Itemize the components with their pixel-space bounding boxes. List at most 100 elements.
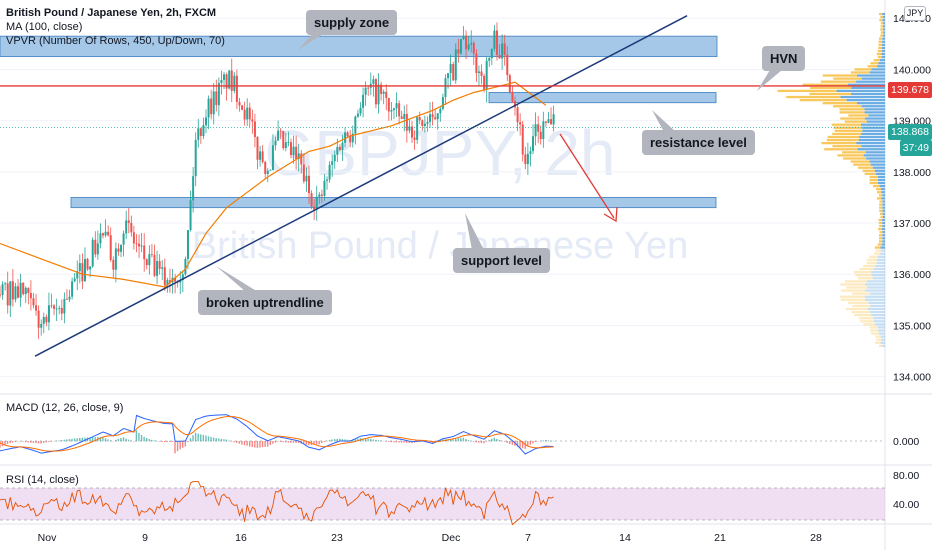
currency-button[interactable]: JPY xyxy=(904,6,926,21)
support-level-label[interactable]: support level xyxy=(453,248,550,273)
x-tick-label: 23 xyxy=(331,532,343,544)
macd-histogram-bar xyxy=(104,438,107,442)
x-tick-label: 9 xyxy=(142,532,148,544)
macd-histogram-bar xyxy=(71,438,73,442)
vp-bar-down xyxy=(875,264,885,268)
vp-bar-down xyxy=(866,120,885,123)
candle-body xyxy=(42,316,45,324)
macd-label[interactable]: MACD (12, 26, close, 9) xyxy=(6,402,124,414)
x-tick-label: 21 xyxy=(714,532,726,544)
vp-bar-down xyxy=(861,132,885,136)
candle-body xyxy=(235,75,238,102)
vp-bar-up xyxy=(799,98,847,102)
candle-body xyxy=(102,233,104,236)
vp-bar-down xyxy=(880,341,885,344)
y-tick-label: 135.000 xyxy=(893,320,931,332)
candle-body xyxy=(68,296,71,300)
vp-bar-up xyxy=(842,151,866,154)
vp-bar-up xyxy=(878,234,883,237)
vp-bar-down xyxy=(878,332,885,335)
macd-histogram-bar xyxy=(166,441,168,443)
macd-histogram-bar xyxy=(285,441,287,443)
macd-histogram-bar xyxy=(89,437,91,442)
candle-body xyxy=(490,48,493,59)
candle-body xyxy=(333,154,336,162)
vp-bar-up xyxy=(859,317,874,320)
vp-bar-up xyxy=(857,166,873,169)
supply-zone-label[interactable]: supply zone xyxy=(306,10,398,35)
vp-bar-down xyxy=(871,274,885,277)
macd-histogram-bar xyxy=(187,441,189,443)
rsi-label[interactable]: RSI (14, close) xyxy=(6,474,79,486)
resistance-level-label[interactable]: resistance level xyxy=(642,130,755,155)
candle-body xyxy=(503,43,506,55)
legend-vpvr[interactable]: VPVR (Number Of Rows, 450, Up/Down, 70) xyxy=(6,35,225,47)
vp-bar-down xyxy=(870,163,885,166)
vp-bar-down xyxy=(882,344,885,348)
vp-bar-down xyxy=(882,200,885,203)
callout-pointer xyxy=(652,110,676,132)
macd-histogram-bar xyxy=(542,440,544,442)
macd-histogram-bar xyxy=(388,441,390,442)
candle-body xyxy=(416,117,419,140)
vp-bar-down xyxy=(846,98,885,102)
vp-bar-up xyxy=(864,172,876,175)
macd-histogram-bar xyxy=(362,438,364,442)
candle-body xyxy=(148,254,151,266)
candle-body xyxy=(364,87,367,95)
macd-histogram-bar xyxy=(279,441,282,442)
vp-bar-down xyxy=(870,304,885,308)
macd-histogram-bar xyxy=(94,437,96,442)
macd-histogram-bar xyxy=(241,441,243,445)
candle-body xyxy=(408,126,411,131)
macd-histogram-bar xyxy=(491,438,493,442)
candle-body xyxy=(362,94,365,108)
last-price-tag: 138.868 xyxy=(888,124,932,140)
hvn-label[interactable]: HVN xyxy=(762,46,806,71)
vp-bar-up xyxy=(879,212,883,215)
macd-histogram-bar xyxy=(171,441,174,442)
x-tick-label: 7 xyxy=(525,532,531,544)
macd-histogram-bar xyxy=(236,441,238,443)
vp-bar-up xyxy=(786,95,841,99)
candle-body xyxy=(521,124,524,155)
candle-body xyxy=(434,117,437,120)
candle-body xyxy=(279,130,282,132)
macd-histogram-bar xyxy=(269,441,271,446)
macd-histogram-bar xyxy=(534,441,537,443)
candle-body xyxy=(243,109,246,120)
candle-body xyxy=(269,169,272,171)
vp-bar-up xyxy=(878,43,883,46)
candle-body xyxy=(356,113,359,117)
projection-arrowhead xyxy=(603,206,618,223)
callout-pointer xyxy=(757,70,782,91)
candle-body xyxy=(32,298,35,306)
candle-body xyxy=(320,194,323,196)
macd-histogram-bar xyxy=(295,441,297,443)
macd-histogram-bar xyxy=(457,438,459,442)
vp-bar-up xyxy=(869,175,879,179)
vp-bar-up xyxy=(845,307,868,311)
vp-bar-up xyxy=(840,117,865,120)
macd-pane xyxy=(0,414,885,455)
vp-bar-down xyxy=(881,55,885,59)
vp-bar-up xyxy=(840,283,865,286)
legend-ma[interactable]: MA (100, close) xyxy=(6,21,83,33)
candle-body xyxy=(189,200,192,231)
vp-bar-up xyxy=(851,310,870,314)
candle-body xyxy=(550,119,553,125)
candle-body xyxy=(277,130,280,141)
vp-bar-down xyxy=(883,25,885,28)
candle-body xyxy=(11,281,14,300)
candle-body xyxy=(472,43,475,54)
macd-histogram-bar xyxy=(58,440,60,442)
candle-body xyxy=(480,71,483,76)
vp-bar-down xyxy=(880,335,885,338)
macd-histogram-bar xyxy=(509,441,511,445)
macd-histogram-bar xyxy=(346,439,349,442)
candle-body xyxy=(411,126,413,138)
vp-bar-up xyxy=(874,252,881,255)
broken-uptrendline-label[interactable]: broken uptrendline xyxy=(198,290,332,315)
